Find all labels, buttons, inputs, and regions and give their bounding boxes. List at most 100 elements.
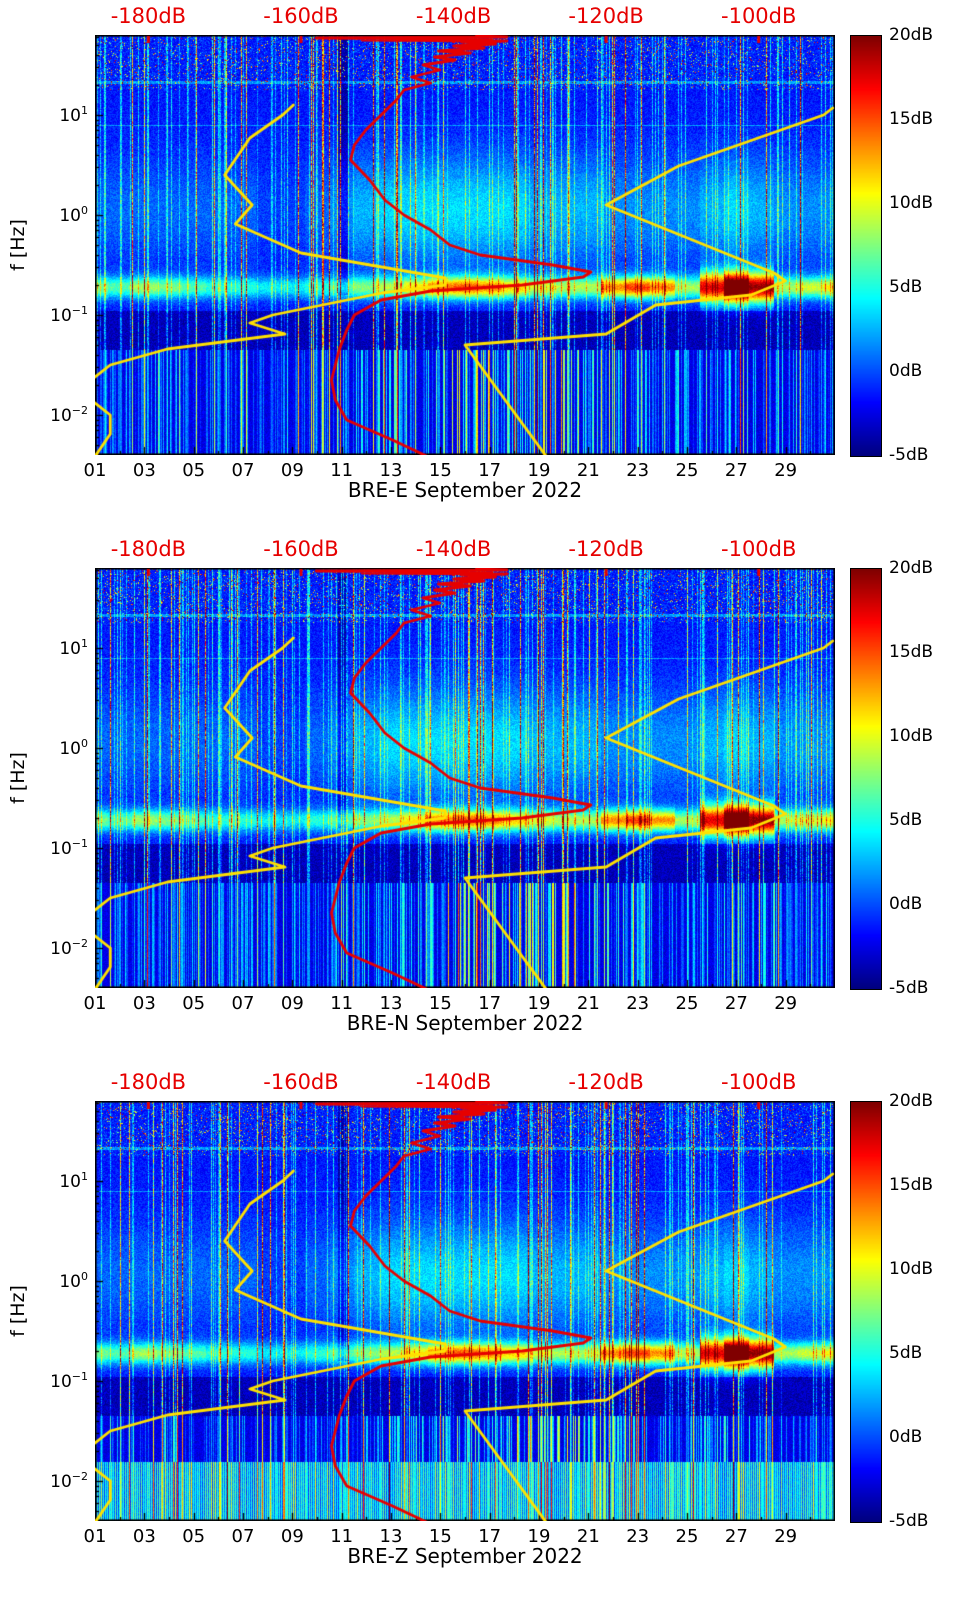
top-axis-label: -160dB bbox=[263, 4, 339, 28]
colorbar-tick-label: 20dB bbox=[889, 558, 934, 578]
spectrogram-plot bbox=[95, 568, 835, 988]
y-tick-label: 10−2 bbox=[50, 1470, 88, 1492]
top-axis-label: -160dB bbox=[263, 1070, 339, 1094]
y-tick-label: 10−1 bbox=[50, 1370, 88, 1392]
spectrogram-plot bbox=[95, 35, 835, 455]
x-tick-label: 21 bbox=[576, 993, 600, 1014]
y-tick-label: 10−1 bbox=[50, 837, 88, 859]
y-tick-label: 100 bbox=[59, 204, 88, 226]
y-axis-label: f [Hz] bbox=[7, 752, 30, 804]
colorbar-tick-label: -5dB bbox=[889, 445, 929, 465]
x-tick-label: 25 bbox=[675, 993, 699, 1014]
x-tick-label: 17 bbox=[478, 460, 502, 481]
axes-overlay-canvas bbox=[95, 568, 835, 988]
colorbar-tick-label: 5dB bbox=[889, 277, 923, 297]
top-axis-label: -100dB bbox=[721, 1070, 797, 1094]
x-tick-label: 01 bbox=[83, 460, 107, 481]
x-tick-label: 01 bbox=[83, 993, 107, 1014]
colorbar-canvas bbox=[850, 1101, 882, 1523]
colorbar-tick-label: 0dB bbox=[889, 361, 923, 381]
colorbar-tick-label: 0dB bbox=[889, 894, 923, 914]
y-tick-label: 101 bbox=[59, 637, 88, 659]
y-tick-label: 10−2 bbox=[50, 404, 88, 426]
y-axis-label: f [Hz] bbox=[7, 219, 30, 271]
panel-bre-e: f [Hz] -180dB -160dB -140dB -120dB -100dB 10… bbox=[0, 0, 962, 533]
x-tick-label: 09 bbox=[280, 460, 304, 481]
colorbar-canvas bbox=[850, 568, 882, 990]
x-tick-label: 07 bbox=[231, 993, 255, 1014]
x-tick-label: 07 bbox=[231, 1526, 255, 1547]
x-tick-label: 23 bbox=[626, 460, 650, 481]
x-axis-title: BRE-N September 2022 bbox=[346, 1011, 584, 1035]
x-tick-label: 15 bbox=[428, 460, 452, 481]
x-tick-label: 03 bbox=[132, 993, 156, 1014]
x-axis-title: BRE-Z September 2022 bbox=[347, 1544, 583, 1568]
top-axis-label: -180dB bbox=[110, 4, 187, 28]
x-tick-label: 25 bbox=[675, 460, 699, 481]
x-tick-label: 09 bbox=[280, 993, 304, 1014]
x-tick-label: 19 bbox=[527, 993, 551, 1014]
x-tick-label: 13 bbox=[379, 460, 403, 481]
x-tick-label: 01 bbox=[83, 1526, 107, 1547]
x-tick-label: 29 bbox=[774, 993, 798, 1014]
colorbar-tick-label: 10dB bbox=[889, 726, 934, 746]
x-tick-label: 15 bbox=[428, 993, 452, 1014]
top-axis-label: -100dB bbox=[721, 537, 797, 561]
colorbar-tick-label: 0dB bbox=[889, 1427, 923, 1447]
y-tick-label: 100 bbox=[59, 1270, 88, 1292]
y-axis-label: f [Hz] bbox=[7, 1285, 30, 1337]
y-tick-label: 10−1 bbox=[50, 304, 88, 326]
x-tick-label: 05 bbox=[182, 1526, 206, 1547]
y-axis-label-wrap: f [Hz] bbox=[0, 1101, 36, 1521]
x-tick-label: 21 bbox=[576, 1526, 600, 1547]
colorbar-tick-label: 15dB bbox=[889, 109, 934, 129]
x-tick-label: 13 bbox=[379, 993, 403, 1014]
top-axis-label: -140dB bbox=[415, 4, 492, 28]
colorbar-tick-label: 15dB bbox=[889, 642, 934, 662]
x-tick-label: 17 bbox=[478, 993, 502, 1014]
x-tick-label: 27 bbox=[724, 460, 748, 481]
top-axis-label: -160dB bbox=[263, 537, 339, 561]
top-axis-label: -180dB bbox=[110, 537, 187, 561]
y-tick-label: 10−2 bbox=[50, 937, 88, 959]
y-axis-label-wrap: f [Hz] bbox=[0, 35, 36, 455]
x-tick-label: 11 bbox=[330, 993, 354, 1014]
colorbar-tick-label: 15dB bbox=[889, 1175, 934, 1195]
x-tick-label: 23 bbox=[626, 993, 650, 1014]
x-tick-label: 13 bbox=[379, 1526, 403, 1547]
top-axis-label: -140dB bbox=[415, 1070, 492, 1094]
top-axis-label: -180dB bbox=[110, 1070, 187, 1094]
top-axis-label: -120dB bbox=[568, 4, 644, 28]
x-tick-label: 17 bbox=[478, 1526, 502, 1547]
colorbar-tick-label: 10dB bbox=[889, 193, 934, 213]
x-tick-label: 25 bbox=[675, 1526, 699, 1547]
x-tick-label: 05 bbox=[182, 993, 206, 1014]
x-tick-label: 05 bbox=[182, 460, 206, 481]
x-tick-label: 29 bbox=[774, 460, 798, 481]
x-tick-label: 11 bbox=[330, 1526, 354, 1547]
x-tick-label: 27 bbox=[724, 1526, 748, 1547]
x-tick-label: 19 bbox=[527, 1526, 551, 1547]
top-axis-label: -100dB bbox=[721, 4, 797, 28]
x-tick-label: 29 bbox=[774, 1526, 798, 1547]
y-tick-label: 101 bbox=[59, 1170, 88, 1192]
y-axis-label-wrap: f [Hz] bbox=[0, 568, 36, 988]
colorbar-tick-label: 5dB bbox=[889, 810, 923, 830]
colorbar-tick-label: 20dB bbox=[889, 25, 934, 45]
colorbar-tick-label: 5dB bbox=[889, 1343, 923, 1363]
panel-bre-z: f [Hz] -180dB -160dB -140dB -120dB -100dB 10… bbox=[0, 1066, 962, 1599]
x-tick-label: 21 bbox=[576, 460, 600, 481]
x-tick-label: 03 bbox=[132, 460, 156, 481]
colorbar-tick-label: 10dB bbox=[889, 1259, 934, 1279]
top-axis-label: -120dB bbox=[568, 1070, 644, 1094]
x-tick-label: 09 bbox=[280, 1526, 304, 1547]
colorbar-tick-label: -5dB bbox=[889, 978, 929, 998]
colorbar-tick-label: -5dB bbox=[889, 1511, 929, 1531]
x-tick-label: 23 bbox=[626, 1526, 650, 1547]
x-tick-label: 07 bbox=[231, 460, 255, 481]
axes-overlay-canvas bbox=[95, 35, 835, 455]
x-tick-label: 15 bbox=[428, 1526, 452, 1547]
spectrogram-plot bbox=[95, 1101, 835, 1521]
top-axis-label: -140dB bbox=[415, 537, 492, 561]
